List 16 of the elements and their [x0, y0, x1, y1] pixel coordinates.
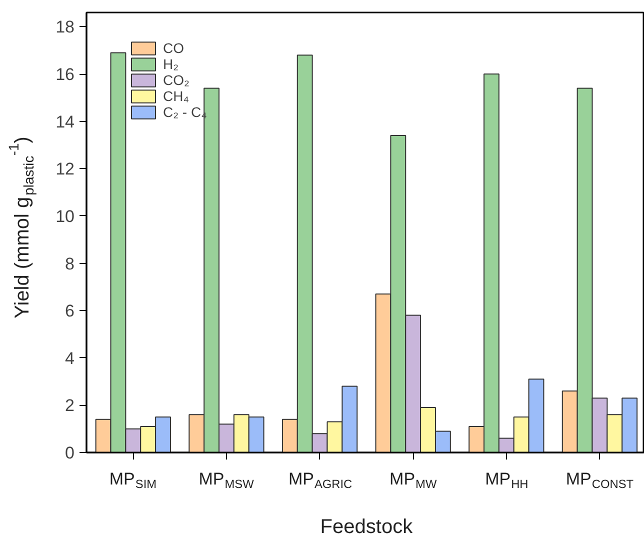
y-tick-label: 14	[56, 112, 75, 132]
legend-label: CH₄	[163, 88, 189, 104]
y-tick-label: 0	[65, 444, 75, 462]
y-tick-label: 12	[56, 160, 75, 179]
y-tick-label: 16	[56, 65, 75, 84]
legend-label: CO	[163, 40, 184, 56]
y-tick-label: 8	[65, 254, 75, 274]
x-axis-title: Feedstock	[320, 516, 414, 538]
legend-label: H₂	[163, 56, 180, 72]
y-tick-label: 10	[56, 206, 75, 226]
y-axis-title: Yield (mmol gplastic-1)	[6, 136, 36, 318]
y-tick-label: 6	[65, 302, 75, 321]
legend-label: CO₂	[163, 72, 190, 88]
y-tick-label: 18	[56, 18, 75, 37]
y-tick-label: 2	[65, 396, 75, 416]
y-tick-label: 4	[65, 348, 75, 368]
